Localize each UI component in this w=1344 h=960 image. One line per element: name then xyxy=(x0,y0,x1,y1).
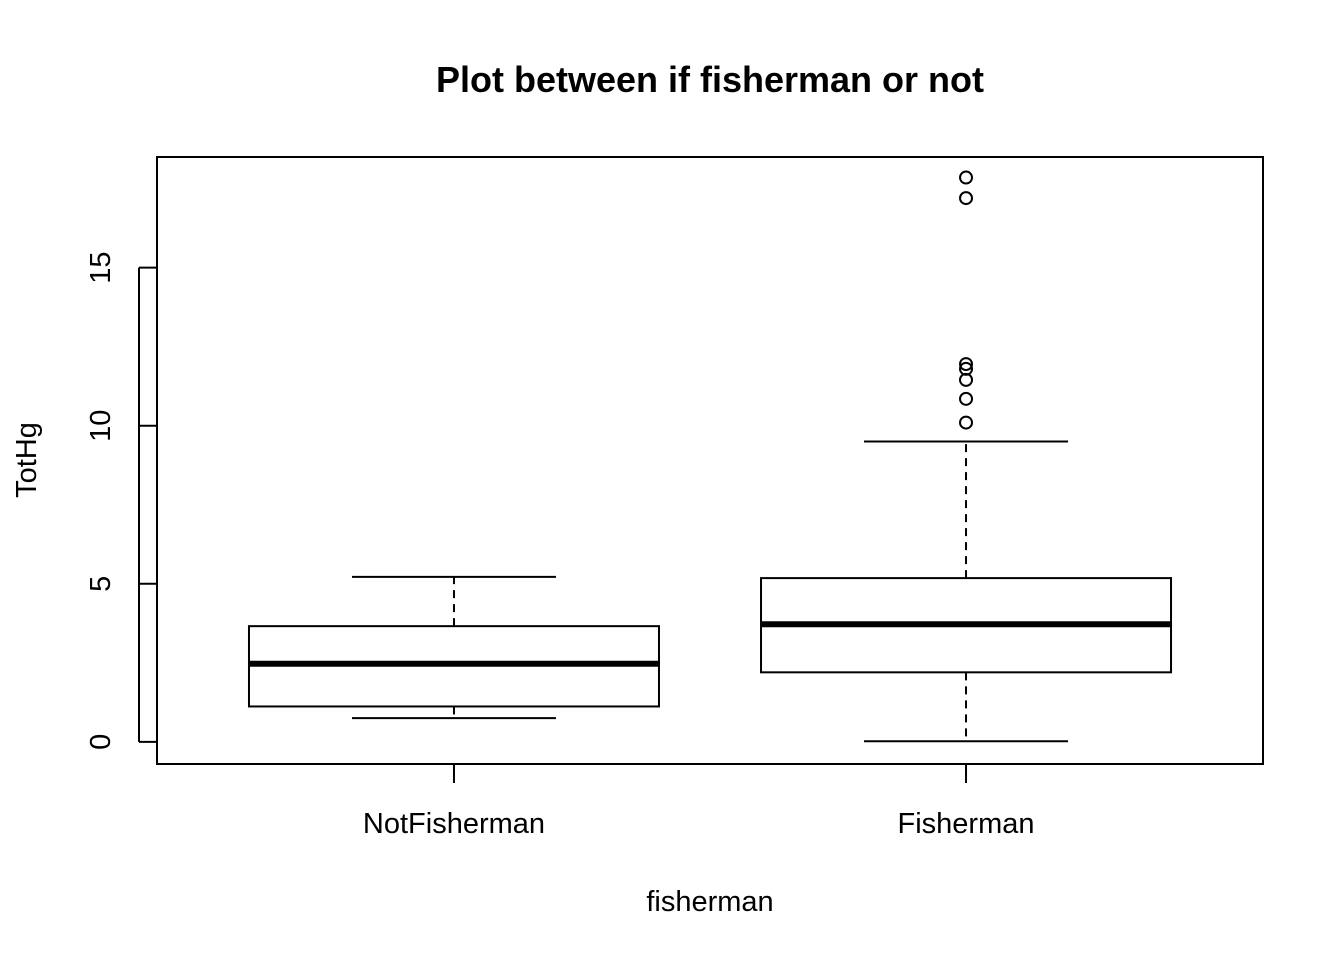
y-axis: 0 5 10 15 xyxy=(85,252,157,750)
outlier-point xyxy=(959,357,974,372)
outlier-point xyxy=(959,415,974,430)
outlier-point xyxy=(959,170,974,185)
x-tick-label: NotFisherman xyxy=(363,808,545,840)
x-tick-label: Fisherman xyxy=(898,808,1035,840)
x-axis-label: fisherman xyxy=(646,886,773,918)
outlier-point xyxy=(959,391,974,406)
outlier-point xyxy=(959,361,974,376)
chart-title: Plot between if fisherman or not xyxy=(436,59,984,100)
y-axis-label: TotHg xyxy=(11,422,43,498)
plot-frame xyxy=(156,156,1264,765)
box-series xyxy=(247,170,1173,743)
box-fisherman xyxy=(760,170,1173,743)
y-tick-label: 5 xyxy=(85,576,117,592)
outlier-point xyxy=(959,191,974,206)
box-notfisherman xyxy=(247,575,660,720)
y-tick-label: 0 xyxy=(85,734,117,750)
y-tick-label: 15 xyxy=(85,252,117,284)
x-axis: NotFisherman Fisherman xyxy=(363,764,1035,840)
y-tick-label: 10 xyxy=(85,410,117,442)
